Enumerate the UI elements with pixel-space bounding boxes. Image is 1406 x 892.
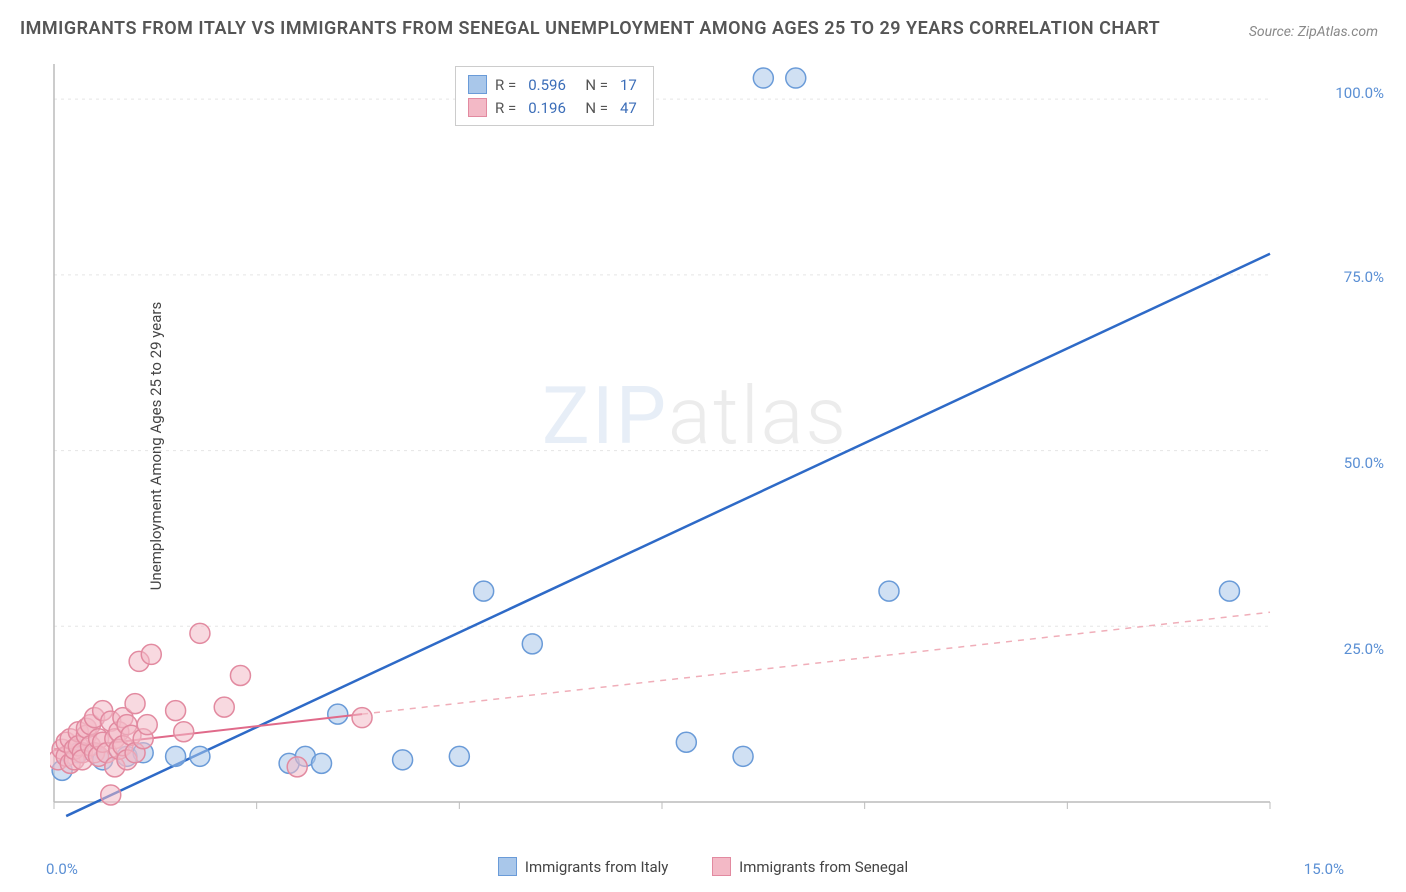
n-label: N = (578, 99, 608, 117)
y-tick-25: 25.0% (1344, 640, 1384, 658)
legend-swatch-senegal (712, 857, 731, 876)
chart-title: IMMIGRANTS FROM ITALY VS IMMIGRANTS FROM… (20, 18, 1160, 39)
n-value-italy: 17 (620, 76, 637, 94)
legend-label-senegal: Immigrants from Senegal (739, 858, 908, 876)
legend-swatch-italy (498, 857, 517, 876)
r-label: R = (495, 99, 516, 117)
chart-canvas (50, 62, 1340, 832)
n-label: N = (578, 76, 608, 94)
legend-item-italy: Immigrants from Italy (498, 857, 669, 876)
series-legend: Immigrants from Italy Immigrants from Se… (0, 857, 1406, 880)
swatch-italy (468, 75, 487, 94)
n-value-senegal: 47 (620, 99, 637, 117)
r-label: R = (495, 76, 516, 94)
source-attribution: Source: ZipAtlas.com (1249, 24, 1378, 40)
y-tick-50: 50.0% (1344, 454, 1384, 472)
y-tick-75: 75.0% (1344, 268, 1384, 286)
correlation-row-italy: R = 0.596 N = 17 (468, 73, 641, 96)
scatter-plot: ZIPatlas (50, 62, 1340, 832)
correlation-row-senegal: R = 0.196 N = 47 (468, 96, 641, 119)
swatch-senegal (468, 98, 487, 117)
legend-item-senegal: Immigrants from Senegal (712, 857, 908, 876)
r-value-senegal: 0.196 (528, 99, 566, 117)
correlation-legend: R = 0.596 N = 17 R = 0.196 N = 47 (455, 66, 654, 126)
legend-label-italy: Immigrants from Italy (525, 858, 669, 876)
y-tick-100: 100.0% (1335, 84, 1384, 102)
r-value-italy: 0.596 (528, 76, 566, 94)
